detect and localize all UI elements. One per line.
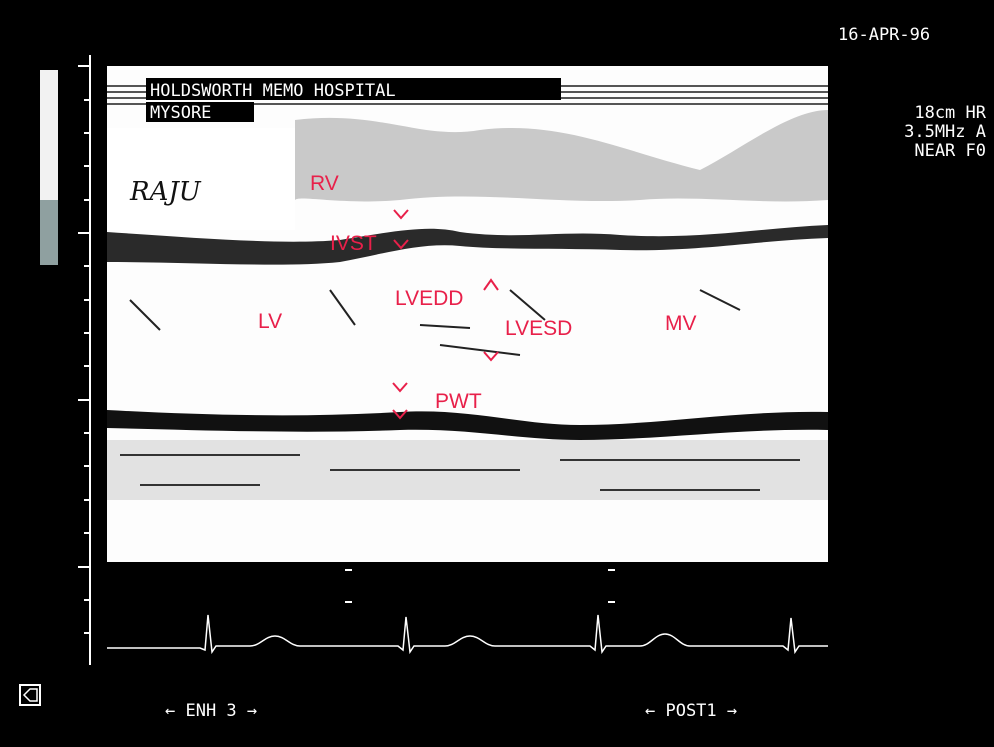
echo-texture — [107, 85, 828, 500]
ecg-trace — [107, 614, 828, 655]
date: 16-APR-96 — [838, 25, 930, 45]
caliper-marks — [392, 209, 499, 420]
annotation: RV — [310, 172, 339, 195]
gray-scale-bar-dark — [40, 200, 58, 265]
annotation: PWT — [435, 390, 482, 413]
hospital-location: MYSORE — [150, 103, 211, 123]
name-box — [107, 128, 295, 230]
menu-icon[interactable] — [19, 684, 41, 706]
post-control[interactable]: ← POST1 → — [645, 701, 737, 721]
depth-ticks — [78, 65, 90, 634]
patient-name: RAJU — [129, 177, 202, 207]
setting: NEAR F0 — [914, 141, 986, 161]
time-markers — [345, 569, 615, 603]
annotation: IVST — [330, 232, 377, 255]
annotation: LVESD — [505, 317, 572, 340]
setting: 18cm HR — [914, 103, 986, 123]
annotation: MV — [665, 312, 697, 335]
location-label-bg — [146, 102, 254, 122]
menu-icon-arrow — [22, 688, 38, 702]
hospital-name: HOLDSWORTH MEMO HOSPITAL — [150, 81, 396, 101]
annotation: LVEDD — [395, 287, 463, 310]
annotation: LV — [258, 310, 282, 333]
enhance-control[interactable]: ← ENH 3 → — [165, 701, 257, 721]
setting: 3.5MHz A — [904, 122, 986, 142]
hospital-label-bg — [146, 78, 561, 100]
